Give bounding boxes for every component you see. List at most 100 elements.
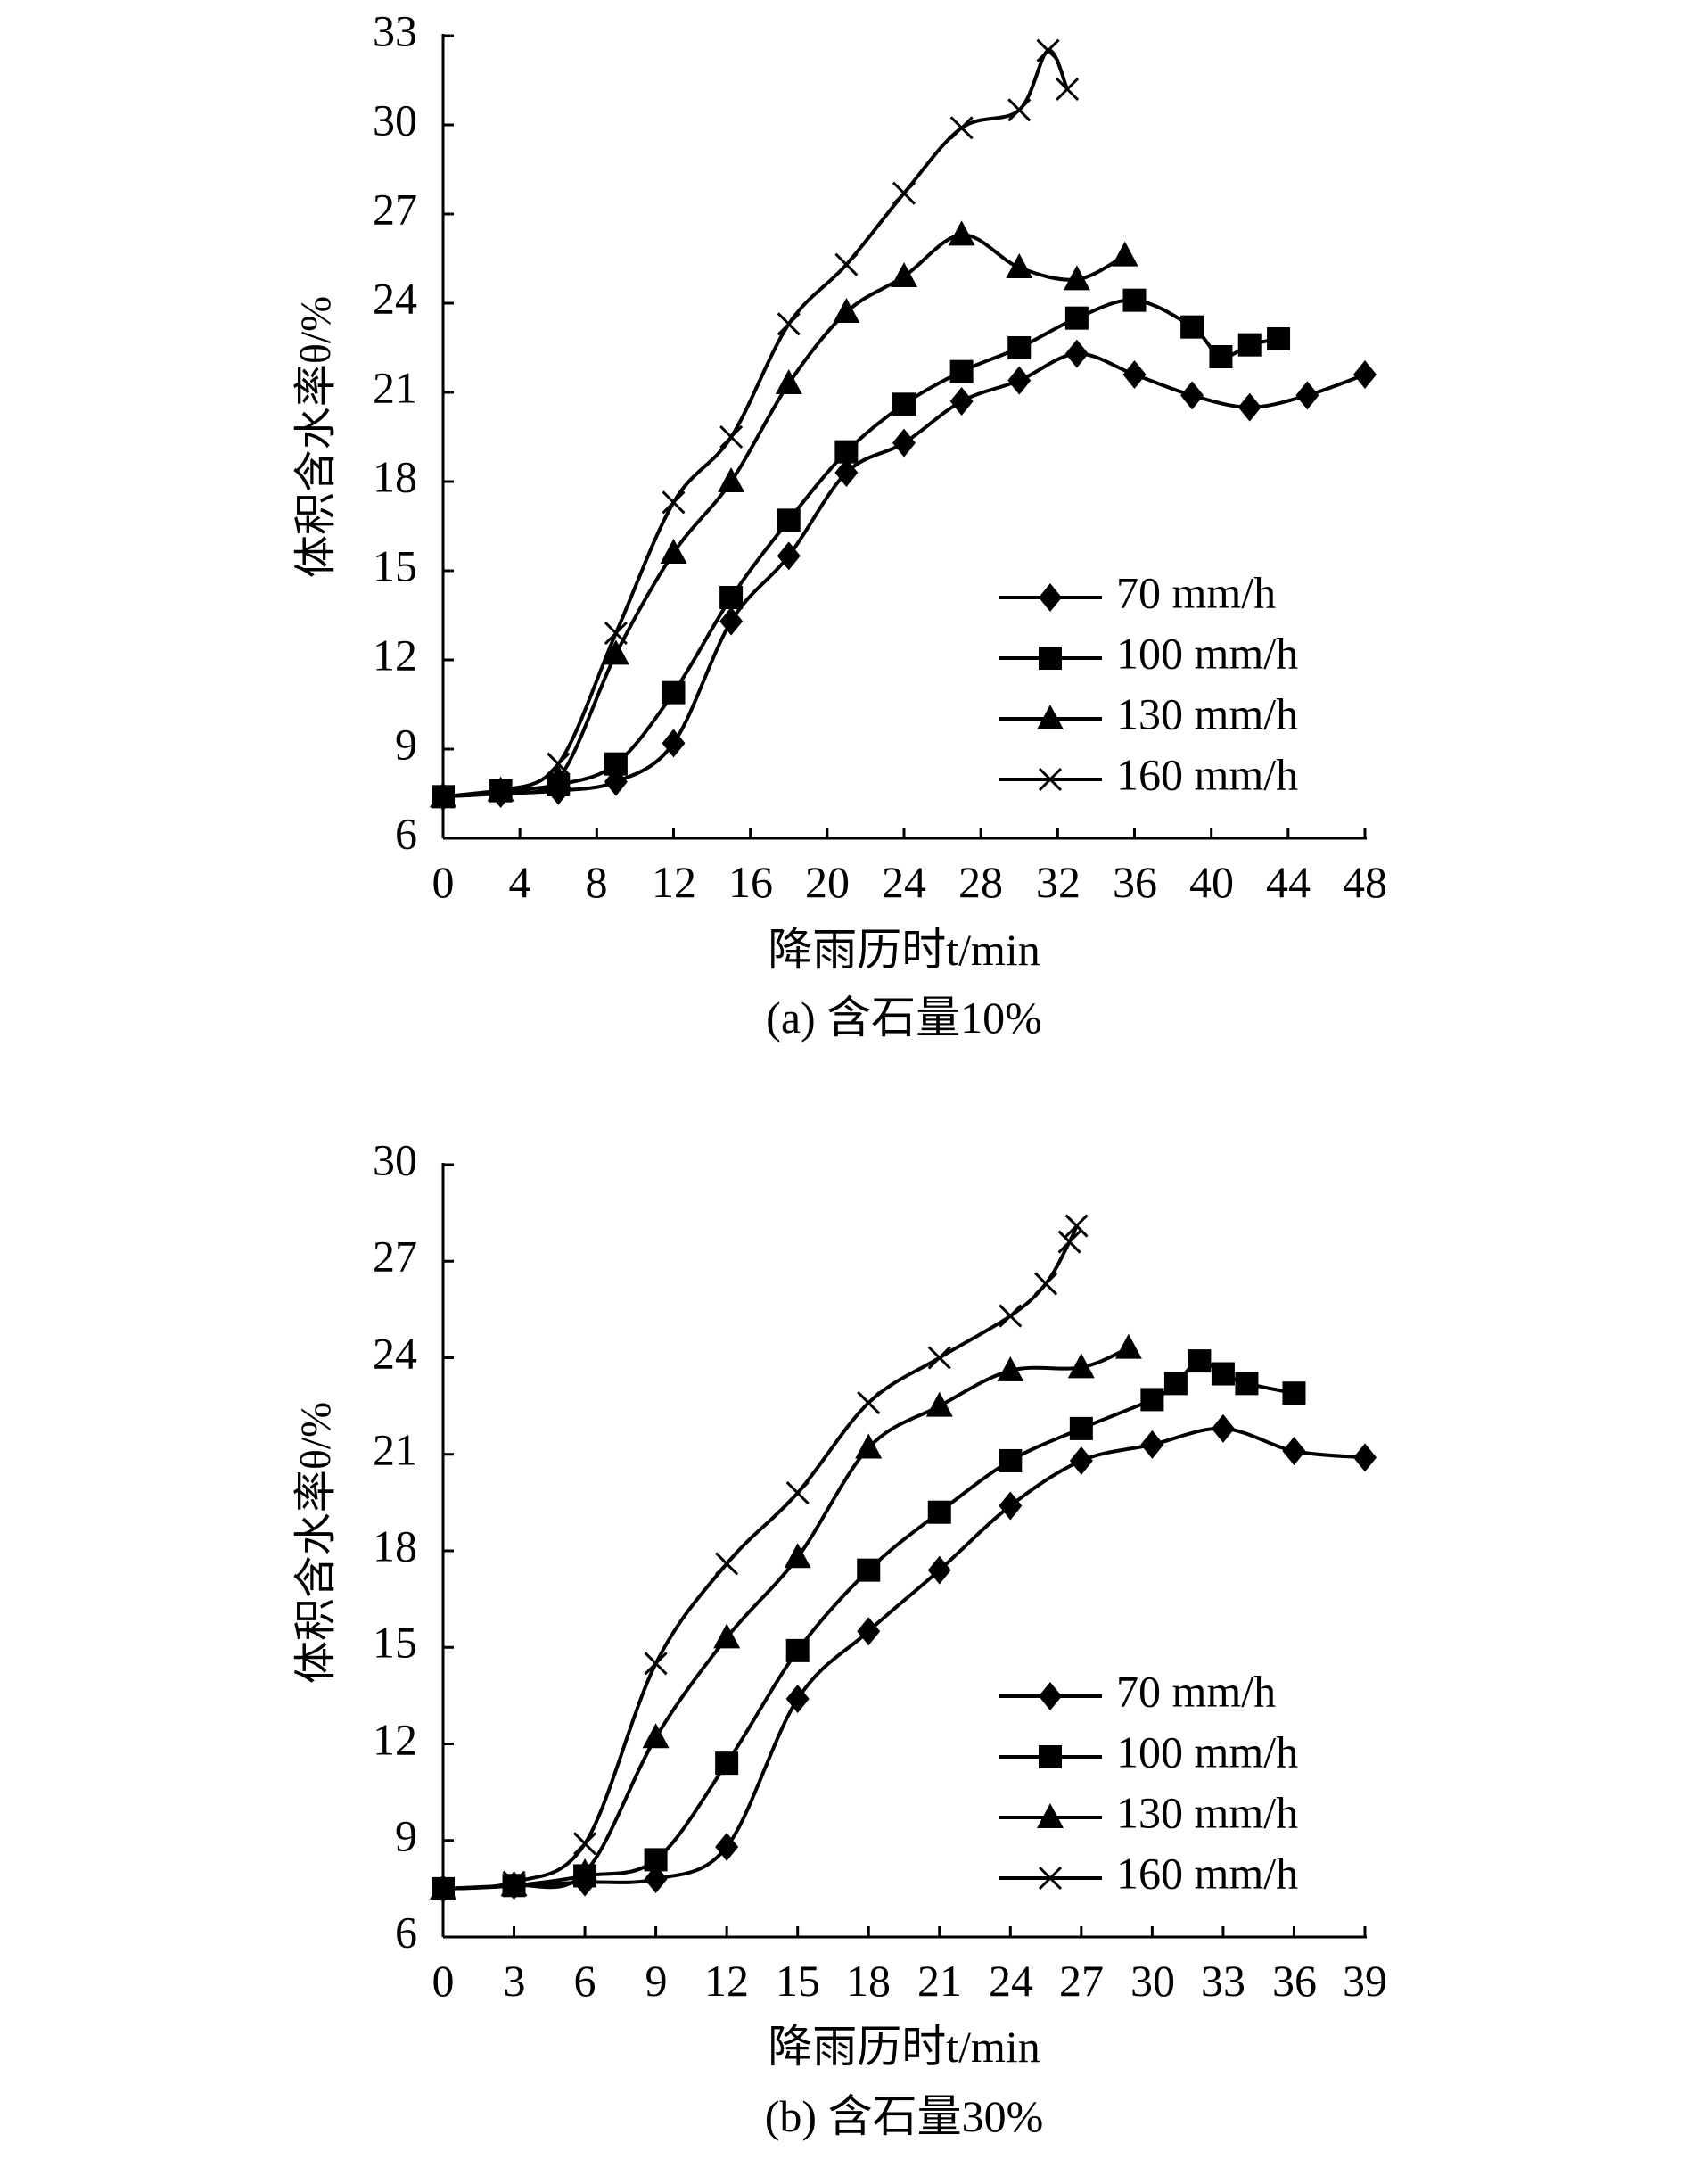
data-point-diamond <box>662 729 686 758</box>
data-point-triangle <box>660 539 687 564</box>
x-tick-label: 18 <box>846 1956 891 2006</box>
data-point-square <box>604 752 628 776</box>
chart-panel-b: 6 9 12 15 18 21 24 27 30 0 3 6 9 12 15 1… <box>292 1134 1387 2141</box>
data-point-x <box>857 1390 881 1415</box>
data-point-x <box>1038 1866 1063 1891</box>
y-tick-label: 9 <box>395 1810 417 1860</box>
data-point-square <box>1188 1349 1212 1373</box>
data-point-x <box>431 1876 456 1900</box>
data-point-x <box>547 752 571 776</box>
legend-label: 100 mm/h <box>1116 628 1298 678</box>
data-point-x <box>1064 1214 1089 1238</box>
x-tick-label: 39 <box>1343 1956 1387 2006</box>
data-point-diamond <box>1282 1437 1306 1466</box>
data-point-x <box>999 1304 1023 1328</box>
data-point-diamond <box>1069 1446 1093 1475</box>
data-point-diamond <box>1295 381 1319 410</box>
data-point-triangle <box>642 1723 670 1749</box>
data-point-x <box>1036 38 1060 62</box>
data-point-x <box>644 1652 668 1676</box>
data-point-diamond <box>927 1555 951 1585</box>
x-tick-label: 40 <box>1189 857 1234 907</box>
data-point-triangle <box>571 1858 599 1883</box>
data-point-diamond <box>777 541 801 571</box>
legend-label: 70 mm/h <box>1116 567 1276 617</box>
y-tick-labels-a: 6 9 12 15 18 21 24 27 30 33 <box>373 5 417 858</box>
data-point-square <box>1267 327 1291 350</box>
x-tick-label: 24 <box>882 857 926 907</box>
data-point-x <box>1057 1230 1081 1254</box>
data-point-x <box>715 1552 739 1576</box>
series-line-x <box>442 48 1069 799</box>
data-point-triangle <box>997 1356 1024 1381</box>
y-tick-label: 15 <box>373 540 417 590</box>
data-point-x <box>777 312 801 336</box>
x-tick-label: 0 <box>432 857 455 907</box>
data-point-square <box>1064 306 1089 330</box>
x-tick-label: 27 <box>1059 1956 1104 2006</box>
x-tick-label: 4 <box>509 857 531 907</box>
y-tick-label: 6 <box>395 808 417 858</box>
legend-label: 130 mm/h <box>1116 688 1298 738</box>
y-tick-label: 33 <box>373 5 417 55</box>
x-tick-label: 48 <box>1343 857 1387 907</box>
legend-label: 70 mm/h <box>1116 1666 1276 1716</box>
data-point-square <box>949 359 974 383</box>
y-tick-label: 24 <box>373 273 417 323</box>
data-point-triangle <box>1037 1803 1064 1828</box>
data-point-triangle <box>1114 1333 1142 1359</box>
data-point-diamond <box>719 606 744 636</box>
series-line-x <box>442 1224 1079 1891</box>
y-tick-label: 21 <box>373 362 417 412</box>
data-point-x <box>604 621 628 646</box>
data-point-x <box>834 252 859 276</box>
x-axis-label-a: 降雨历时t/min <box>768 925 1040 975</box>
plot-marks-b <box>430 1163 1377 1939</box>
data-point-diamond <box>1064 339 1089 368</box>
y-tick-labels-b: 6 9 12 15 18 21 24 27 30 <box>373 1134 417 1957</box>
x-tick-label: 12 <box>704 1956 749 2006</box>
data-point-x <box>719 424 744 449</box>
data-point-triangle <box>1111 241 1138 267</box>
x-tick-label: 32 <box>1036 857 1081 907</box>
x-tick-label: 33 <box>1201 1956 1245 2006</box>
data-point-x <box>1034 1272 1058 1296</box>
data-point-x <box>785 1480 810 1505</box>
data-point-x <box>573 1832 597 1856</box>
data-point-square <box>644 1848 668 1872</box>
data-point-triangle <box>775 369 802 394</box>
data-point-square <box>1209 345 1233 368</box>
data-point-square <box>777 508 801 532</box>
x-tick-labels-a: 0 4 8 12 16 20 24 28 32 36 40 44 48 <box>432 857 1388 907</box>
data-point-x <box>949 116 974 140</box>
y-tick-label: 15 <box>373 1617 417 1667</box>
data-point-x <box>489 779 513 803</box>
data-point-triangle <box>855 1433 883 1459</box>
data-point-triangle <box>1063 265 1090 291</box>
data-point-square <box>1039 1745 1062 1768</box>
legend-label: 160 mm/h <box>1116 749 1298 799</box>
legend-b: 70 mm/h 100 mm/h 130 mm/h 160 mm/h <box>1116 1666 1298 1898</box>
data-point-square <box>1180 315 1204 339</box>
data-point-square <box>1122 288 1147 312</box>
data-point-x <box>1007 98 1032 122</box>
x-tick-label: 6 <box>574 1956 596 2006</box>
y-tick-label: 30 <box>373 95 417 144</box>
data-point-triangle <box>713 1623 741 1649</box>
y-axis-label-b: 体积含水率θ/% <box>292 1402 340 1684</box>
y-tick-label: 30 <box>373 1134 417 1184</box>
data-point-triangle <box>1037 705 1064 729</box>
data-point-diamond <box>949 387 974 416</box>
y-tick-label: 12 <box>373 1714 417 1764</box>
data-point-triangle <box>948 220 975 246</box>
data-point-diamond <box>1039 583 1062 612</box>
data-point-diamond <box>857 1617 881 1646</box>
data-point-square <box>892 392 916 416</box>
x-tick-label: 44 <box>1266 857 1311 907</box>
data-point-diamond <box>1237 392 1262 422</box>
legend-label: 100 mm/h <box>1116 1727 1298 1776</box>
y-tick-label: 9 <box>395 719 417 769</box>
chart-caption-b: (b) 含石量30% <box>765 2091 1043 2141</box>
series-line-diamond <box>442 1426 1366 1891</box>
x-tick-labels-b: 0 3 6 9 12 15 18 21 24 27 30 33 36 39 <box>432 1956 1388 2006</box>
